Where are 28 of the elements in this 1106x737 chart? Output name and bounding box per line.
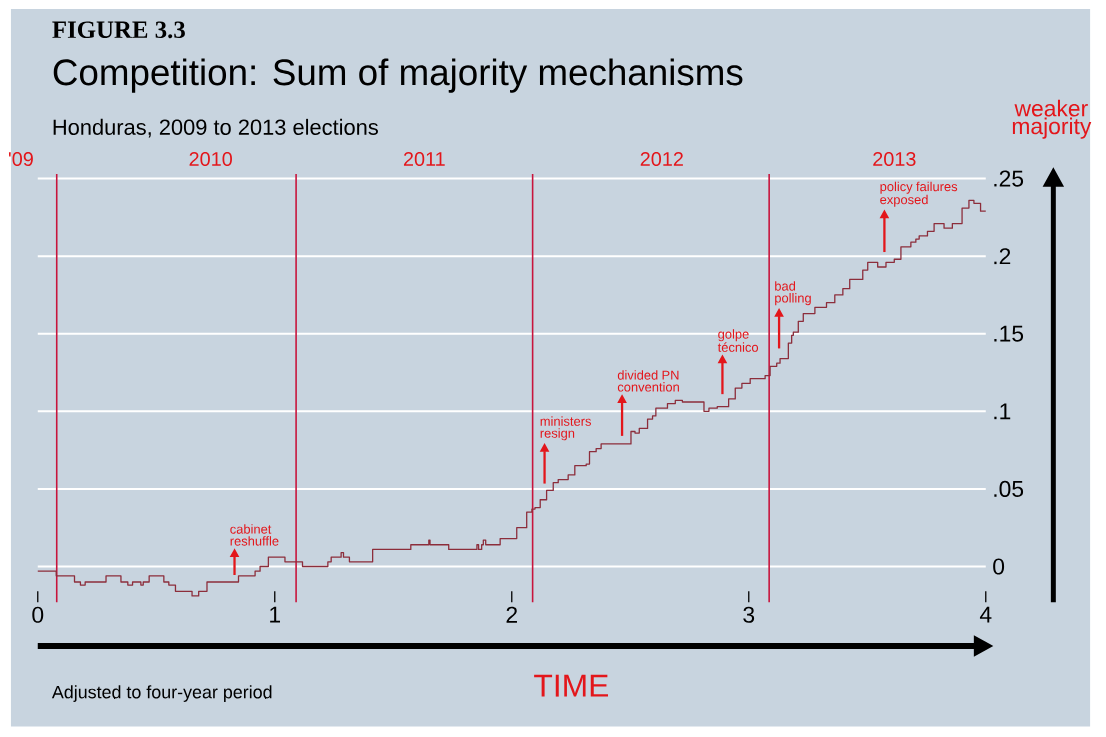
text: 2012 [640, 151, 683, 166]
y-tick-label: .2 [994, 248, 1011, 264]
annotation: cabinet reshuffle [230, 524, 279, 546]
text: '09 [8, 151, 33, 166]
text: Adjusted to four-year period [51, 685, 272, 702]
x-tick-label: 1 [270, 606, 281, 623]
x-tick-label: 3 [743, 606, 755, 623]
chart-title: Competition: Sum of majority mechanisms [53, 58, 743, 93]
y-tick-label: .25 [994, 170, 1024, 187]
y-tick-label: 0 [993, 558, 1005, 575]
y-tick-label: .05 [994, 480, 1024, 497]
text: 2013 [873, 151, 916, 166]
annotation: bad polling [775, 281, 811, 306]
annotation: golpe técnico [717, 329, 759, 352]
y-axis-title: weaker majority [1012, 99, 1092, 139]
x-axis-title: TIME [534, 674, 609, 697]
y-tick-label: .15 [994, 325, 1024, 342]
text: 2011 [403, 151, 445, 166]
y-tick-label: .1 [994, 403, 1011, 420]
x-tick-label: 2 [506, 606, 517, 623]
annotation: ministers resign [540, 416, 592, 441]
x-tick-label: 0 [32, 606, 44, 623]
annotation: divided PN convention [617, 370, 679, 392]
annotation: policy failures exposed [880, 181, 958, 207]
chart-subtitle: Honduras, 2009 to 2013 elections [53, 118, 378, 138]
caption: FIGURE 3.3 [52, 21, 185, 39]
text: 2010 [189, 151, 232, 166]
x-tick-label: 4 [979, 606, 992, 623]
